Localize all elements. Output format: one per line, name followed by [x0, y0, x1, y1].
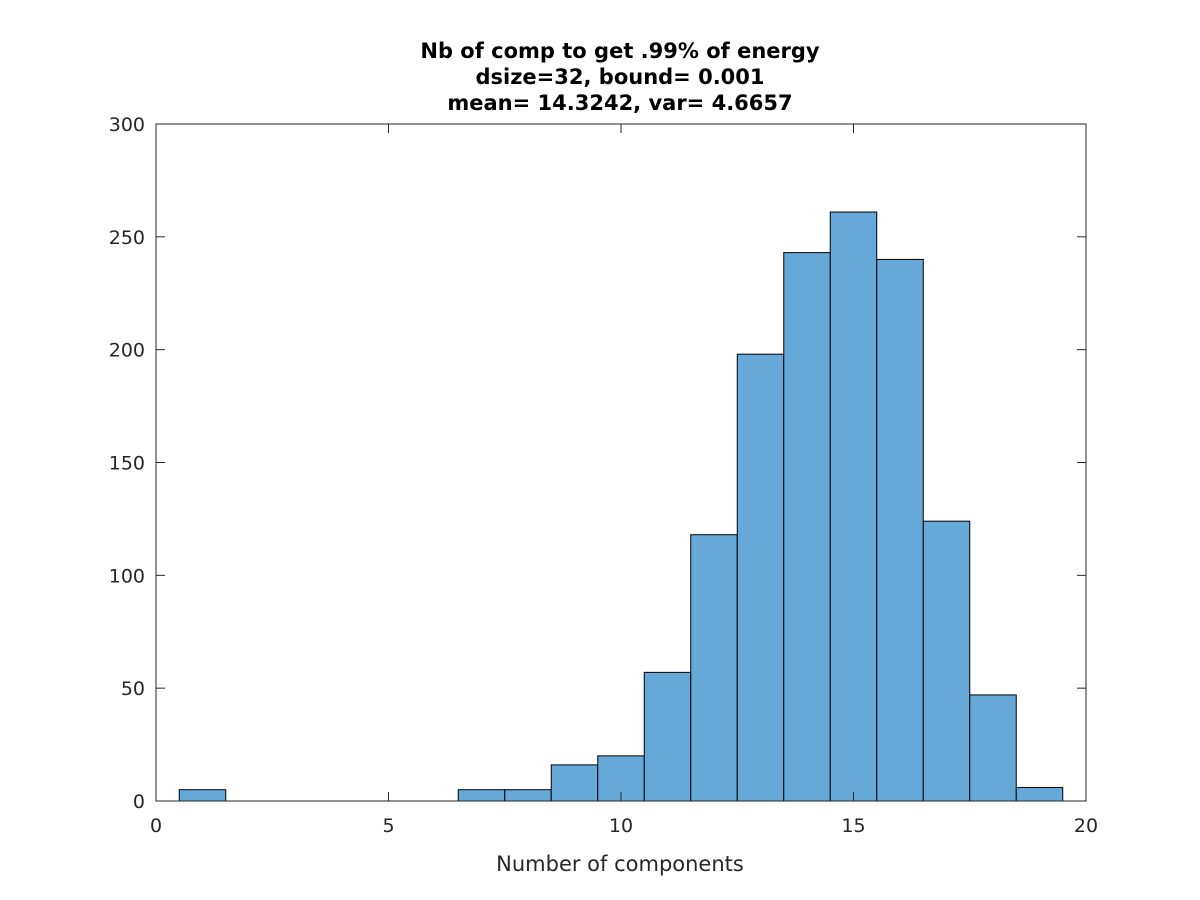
- x-axis-ticks: 0 5 10 15 20: [150, 124, 1098, 837]
- chart-title-line-1: Nb of comp to get .99% of energy: [420, 39, 820, 63]
- y-tick-label: 250: [109, 227, 145, 249]
- histogram-bar-14: [783, 252, 831, 802]
- histogram-bar-16: [876, 258, 924, 802]
- x-tick-label: 5: [382, 815, 394, 837]
- y-tick-label: 100: [109, 565, 145, 587]
- chart-title: Nb of comp to get .99% of energy dsize=3…: [420, 39, 820, 115]
- histogram-bar-8: [504, 789, 552, 802]
- y-tick-label: 50: [121, 678, 145, 700]
- histogram-bar-19: [1015, 786, 1064, 802]
- y-tick-label: 200: [109, 340, 145, 362]
- y-tick-label: 150: [109, 453, 145, 475]
- x-axis-label: Number of components: [496, 852, 744, 876]
- x-tick-label: 10: [609, 815, 633, 837]
- chart-title-line-3: mean= 14.3242, var= 4.6657: [447, 91, 792, 115]
- y-tick-label: 0: [133, 791, 145, 813]
- histogram-bar-18: [969, 694, 1017, 802]
- histogram-bar-17: [922, 520, 971, 802]
- x-tick-label: 15: [841, 815, 865, 837]
- histogram-bar-12: [690, 534, 738, 802]
- x-tick-label: 20: [1074, 815, 1098, 837]
- y-axis-ticks: 0 50 100 150 200 250 300: [109, 114, 1086, 813]
- histogram-bars: [178, 211, 1064, 802]
- histogram-bar-13: [736, 353, 785, 802]
- chart-title-line-2: dsize=32, bound= 0.001: [475, 65, 764, 89]
- histogram-bar-9: [550, 764, 599, 802]
- histogram-bar-11: [643, 671, 692, 802]
- histogram-bar-7: [457, 789, 506, 802]
- histogram-bar-15: [829, 211, 878, 802]
- histogram-bar-1: [178, 789, 227, 802]
- x-tick-label: 0: [150, 815, 162, 837]
- y-tick-label: 300: [109, 114, 145, 136]
